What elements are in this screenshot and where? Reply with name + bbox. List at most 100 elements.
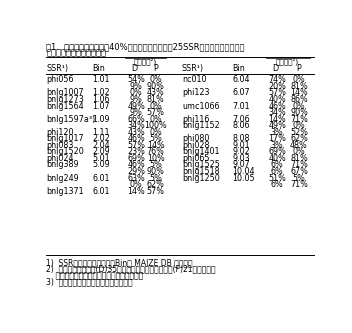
Text: 3%: 3%: [271, 141, 284, 150]
Text: の位置とバンドの出現頻度: の位置とバンドの出現頻度: [46, 48, 106, 57]
Text: 14%: 14%: [147, 141, 164, 150]
Text: bnlg1597a³): bnlg1597a³): [46, 115, 96, 124]
Text: bnlg1273: bnlg1273: [46, 95, 84, 104]
Text: 81%: 81%: [147, 95, 164, 104]
Text: phi065: phi065: [182, 154, 209, 163]
Text: 63%: 63%: [127, 173, 145, 182]
Text: 46%: 46%: [127, 161, 145, 169]
Text: 14%: 14%: [290, 89, 308, 98]
Text: 6.04: 6.04: [232, 75, 250, 84]
Text: P: P: [153, 64, 158, 73]
Text: 20%: 20%: [268, 82, 286, 91]
Text: 出現頻度²): 出現頻度²): [275, 58, 298, 65]
Text: 9%: 9%: [130, 95, 143, 104]
Text: 46%: 46%: [127, 134, 145, 143]
Text: 0%: 0%: [130, 89, 143, 98]
Text: 0%: 0%: [149, 102, 162, 111]
Text: 2.04: 2.04: [92, 141, 110, 150]
Text: 17%: 17%: [268, 134, 286, 143]
Text: 90%: 90%: [147, 167, 164, 176]
Text: bnlg1007: bnlg1007: [46, 89, 84, 98]
Text: 10.04: 10.04: [232, 167, 255, 176]
Text: 74%: 74%: [268, 75, 286, 84]
Text: 51%: 51%: [268, 173, 286, 182]
Text: 14%: 14%: [127, 186, 145, 196]
Text: bnlg389: bnlg389: [46, 161, 79, 169]
Text: 9%: 9%: [130, 108, 143, 117]
Text: P: P: [297, 64, 301, 73]
Text: 49%: 49%: [127, 102, 145, 111]
Text: 2.02: 2.02: [92, 134, 110, 143]
Text: 5%: 5%: [149, 134, 162, 143]
Text: 表1.  系列間で多型頻度に40%以上の差がみられた25SSRマーカーの染色体上: 表1. 系列間で多型頻度に40%以上の差がみられた25SSRマーカーの染色体上: [46, 42, 245, 51]
Text: 81%: 81%: [290, 82, 308, 91]
Text: 2)  それぞれデント種(D)35自攸系統およびフリント種(F)21自攸系統に: 2) それぞれデント種(D)35自攸系統およびフリント種(F)21自攸系統に: [46, 264, 216, 273]
Text: 52%: 52%: [290, 128, 308, 137]
Text: bnlg1518: bnlg1518: [182, 167, 220, 176]
Text: 62%: 62%: [290, 134, 308, 143]
Text: Bin: Bin: [92, 64, 105, 73]
Text: 69%: 69%: [268, 148, 286, 157]
Text: 23%: 23%: [127, 148, 145, 157]
Text: bnlg1371: bnlg1371: [46, 186, 84, 196]
Text: 6.01: 6.01: [92, 186, 109, 196]
Text: phi080: phi080: [182, 134, 209, 143]
Text: bnlg1250: bnlg1250: [182, 173, 220, 182]
Text: bnlg249: bnlg249: [46, 173, 79, 182]
Text: 0%: 0%: [293, 148, 305, 157]
Text: 57%: 57%: [127, 141, 145, 150]
Text: D: D: [273, 64, 279, 73]
Text: 34%: 34%: [268, 108, 286, 117]
Text: 9.01: 9.01: [232, 141, 250, 150]
Text: 0%: 0%: [293, 121, 305, 130]
Text: 0%: 0%: [130, 180, 143, 189]
Text: 6.01: 6.01: [92, 173, 109, 182]
Text: 3%: 3%: [271, 128, 284, 137]
Text: 9%: 9%: [130, 82, 143, 91]
Text: 5.01: 5.01: [92, 154, 110, 163]
Text: 出現頻度²): 出現頻度²): [133, 58, 156, 65]
Text: 1.09: 1.09: [92, 115, 110, 124]
Text: 40%: 40%: [268, 154, 286, 163]
Text: 81%: 81%: [290, 154, 308, 163]
Text: 86%: 86%: [290, 95, 308, 104]
Text: 7.01: 7.01: [232, 102, 250, 111]
Text: 57%: 57%: [268, 89, 286, 98]
Text: phi120: phi120: [46, 128, 74, 137]
Text: 71%: 71%: [290, 115, 308, 124]
Text: 5%: 5%: [293, 173, 306, 182]
Text: 43%: 43%: [127, 128, 145, 137]
Text: 49%: 49%: [268, 121, 286, 130]
Text: 71%: 71%: [290, 161, 308, 169]
Text: bnlg1564: bnlg1564: [46, 102, 84, 111]
Text: 10%: 10%: [147, 154, 164, 163]
Text: 5.09: 5.09: [92, 161, 110, 169]
Text: 2.09: 2.09: [92, 148, 110, 157]
Text: 29%: 29%: [127, 167, 145, 176]
Text: phi083: phi083: [46, 141, 74, 150]
Text: おいて各バンドが検出された系統の頻度。: おいて各バンドが検出された系統の頻度。: [46, 271, 144, 280]
Text: 6%: 6%: [271, 161, 284, 169]
Text: SSR¹): SSR¹): [182, 64, 204, 73]
Text: 6%: 6%: [271, 180, 284, 189]
Text: 0%: 0%: [293, 75, 305, 84]
Text: 90%: 90%: [147, 82, 164, 91]
Text: 48%: 48%: [290, 141, 308, 150]
Text: nc010: nc010: [182, 75, 207, 84]
Text: 7.06: 7.06: [232, 115, 250, 124]
Text: 1.01: 1.01: [92, 75, 109, 84]
Text: 54%: 54%: [127, 75, 145, 84]
Text: Bin: Bin: [232, 64, 245, 73]
Text: 14%: 14%: [268, 115, 286, 124]
Text: 0%: 0%: [149, 128, 162, 137]
Text: SSR¹): SSR¹): [46, 64, 68, 73]
Text: 62%: 62%: [147, 180, 164, 189]
Text: phi056: phi056: [46, 75, 74, 84]
Text: phi028: phi028: [182, 141, 209, 150]
Text: 71%: 71%: [290, 180, 308, 189]
Text: 1.11: 1.11: [92, 128, 109, 137]
Text: 5%: 5%: [149, 173, 162, 182]
Text: bnlg1152: bnlg1152: [182, 121, 220, 130]
Text: bnlg1401: bnlg1401: [182, 148, 219, 157]
Text: 6.07: 6.07: [232, 89, 250, 98]
